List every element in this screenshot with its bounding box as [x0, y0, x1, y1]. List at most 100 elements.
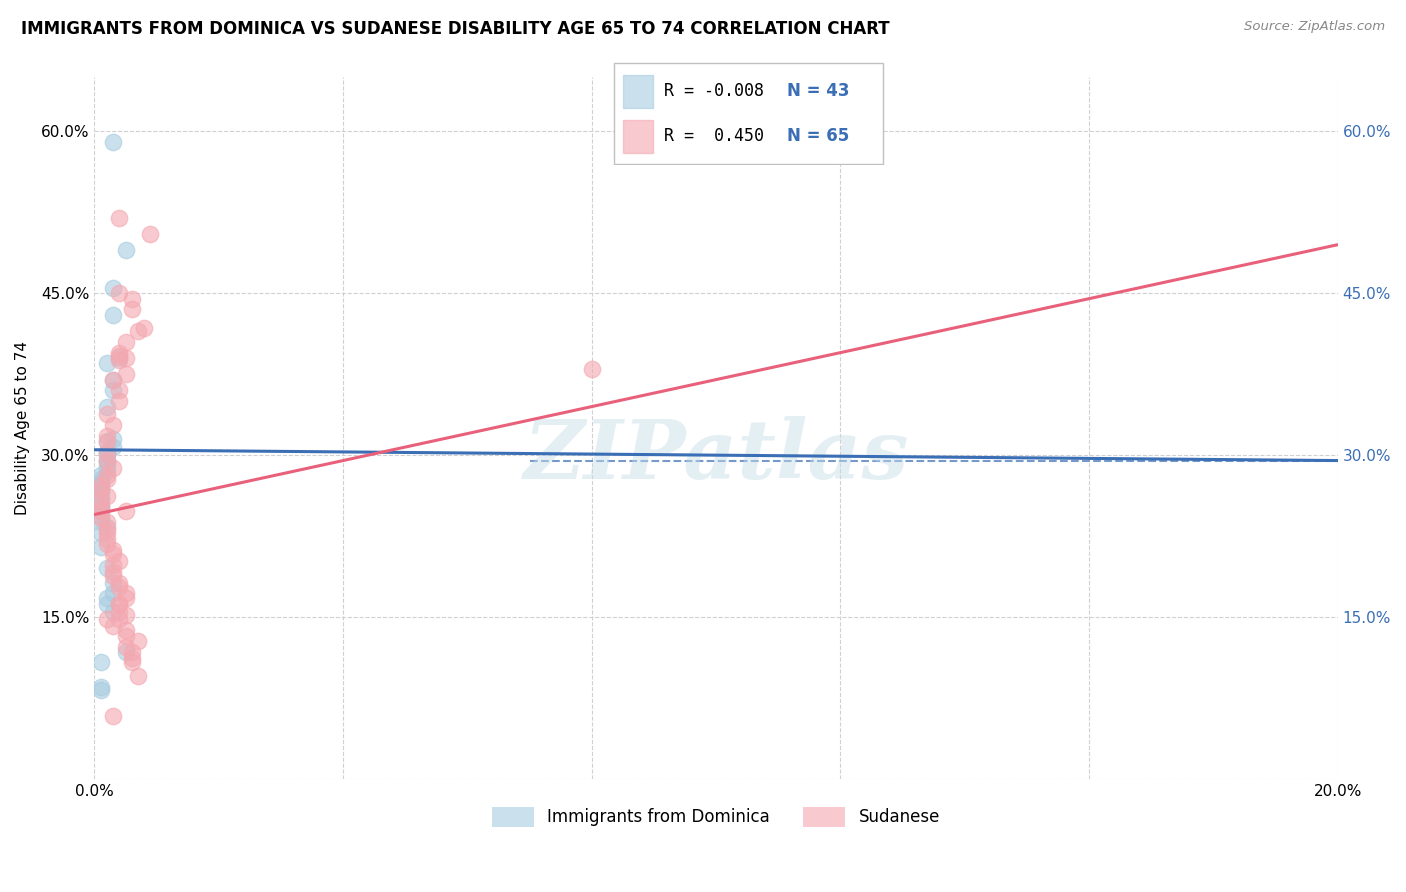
- Point: [96, 520, 118, 534]
- Point: [90, 515, 112, 529]
- Point: [90, 493, 112, 508]
- Text: R = -0.008: R = -0.008: [664, 82, 763, 100]
- Point: [101, 281, 124, 295]
- Point: [134, 321, 156, 335]
- Point: [96, 434, 118, 449]
- Point: [108, 605, 131, 619]
- Point: [96, 407, 118, 421]
- Point: [90, 656, 112, 670]
- Point: [101, 548, 124, 562]
- Point: [581, 361, 603, 376]
- Text: R =  0.450: R = 0.450: [664, 128, 763, 145]
- Point: [96, 445, 118, 459]
- Point: [114, 623, 136, 637]
- Point: [121, 656, 143, 670]
- Y-axis label: Disability Age 65 to 74: Disability Age 65 to 74: [15, 341, 30, 516]
- Point: [90, 683, 112, 698]
- Point: [139, 227, 162, 241]
- Point: [121, 302, 143, 317]
- Point: [101, 605, 124, 619]
- Point: [101, 432, 124, 446]
- Point: [90, 525, 112, 540]
- Point: [108, 211, 131, 225]
- Point: [90, 478, 112, 492]
- Point: [114, 640, 136, 655]
- Point: [96, 435, 118, 450]
- Point: [96, 453, 118, 467]
- Point: [90, 510, 112, 524]
- Point: [101, 543, 124, 558]
- Point: [101, 373, 124, 387]
- Point: [101, 586, 124, 600]
- Point: [96, 458, 118, 473]
- Point: [108, 349, 131, 363]
- Point: [96, 472, 118, 486]
- Point: [121, 292, 143, 306]
- Point: [127, 669, 149, 683]
- Point: [90, 478, 112, 492]
- Point: [114, 351, 136, 365]
- Text: N = 43: N = 43: [787, 82, 849, 100]
- Point: [96, 533, 118, 547]
- Point: [108, 580, 131, 594]
- Point: [101, 440, 124, 454]
- Point: [90, 509, 112, 524]
- Legend: Immigrants from Dominica, Sudanese: Immigrants from Dominica, Sudanese: [485, 800, 946, 834]
- Point: [96, 446, 118, 460]
- Point: [90, 483, 112, 497]
- Point: [96, 591, 118, 605]
- Point: [127, 324, 149, 338]
- Point: [90, 540, 112, 554]
- Point: [90, 475, 112, 490]
- Point: [108, 597, 131, 611]
- Point: [96, 612, 118, 626]
- Point: [90, 504, 112, 518]
- Point: [90, 500, 112, 514]
- Point: [108, 384, 131, 398]
- Point: [108, 394, 131, 409]
- Point: [90, 472, 112, 486]
- Point: [101, 417, 124, 432]
- Text: ZIPatlas: ZIPatlas: [523, 417, 908, 496]
- Point: [108, 612, 131, 626]
- Point: [101, 461, 124, 475]
- Point: [90, 680, 112, 694]
- Point: [127, 633, 149, 648]
- Point: [114, 504, 136, 518]
- FancyBboxPatch shape: [623, 120, 652, 153]
- Point: [96, 489, 118, 503]
- Point: [101, 384, 124, 398]
- Point: [114, 630, 136, 644]
- Point: [108, 554, 131, 568]
- Point: [114, 243, 136, 257]
- Point: [90, 483, 112, 497]
- Point: [96, 428, 118, 442]
- Point: [114, 368, 136, 382]
- Point: [114, 586, 136, 600]
- Point: [114, 607, 136, 622]
- Point: [114, 591, 136, 605]
- Point: [90, 486, 112, 500]
- Point: [96, 464, 118, 478]
- Point: [108, 286, 131, 301]
- Point: [96, 561, 118, 575]
- Point: [90, 500, 112, 514]
- Point: [96, 453, 118, 467]
- Point: [101, 565, 124, 579]
- Text: N = 65: N = 65: [787, 128, 849, 145]
- Point: [90, 497, 112, 511]
- Point: [90, 504, 112, 518]
- Point: [96, 448, 118, 462]
- Text: Source: ZipAtlas.com: Source: ZipAtlas.com: [1244, 20, 1385, 33]
- Point: [90, 491, 112, 506]
- Point: [101, 569, 124, 583]
- Point: [90, 467, 112, 482]
- Point: [96, 467, 118, 482]
- Point: [101, 709, 124, 723]
- Point: [101, 558, 124, 573]
- Point: [114, 334, 136, 349]
- Point: [108, 353, 131, 368]
- Point: [121, 644, 143, 658]
- Point: [108, 345, 131, 359]
- Point: [96, 453, 118, 467]
